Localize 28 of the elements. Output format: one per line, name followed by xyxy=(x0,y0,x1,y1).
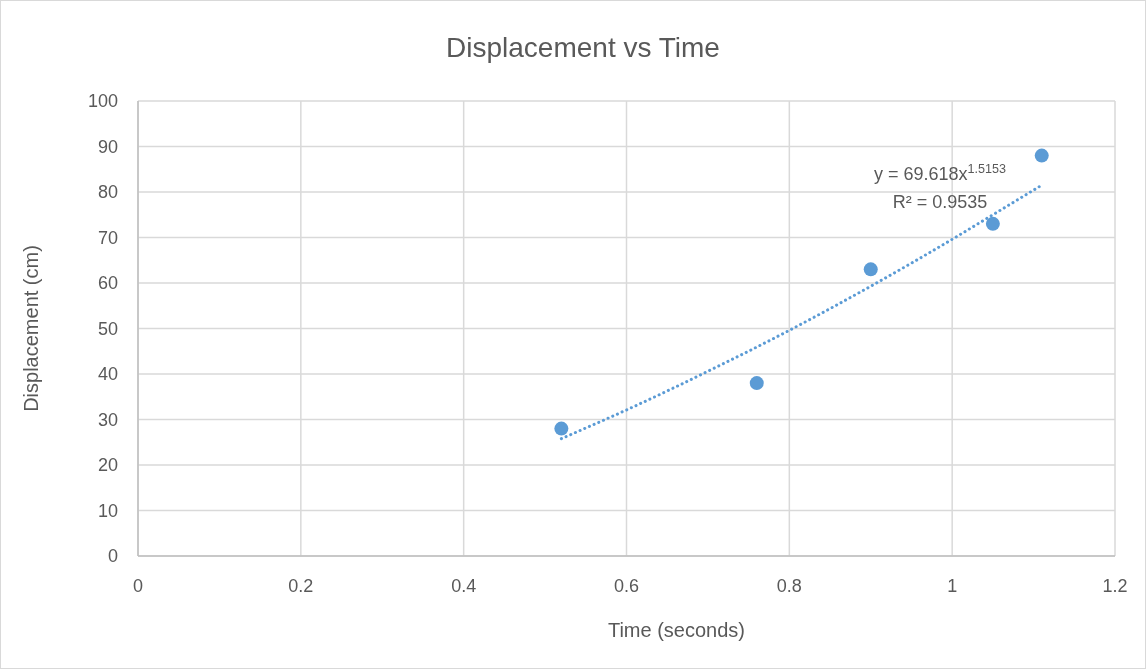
point xyxy=(749,376,764,391)
y-tick-label: 60 xyxy=(97,273,118,294)
x-tick-label: 0 xyxy=(132,576,144,596)
x-tick-label: 0.8 xyxy=(776,576,802,596)
y-tick-label: 30 xyxy=(97,409,118,430)
point xyxy=(554,421,569,436)
y-tick-label: 100 xyxy=(87,91,118,112)
y-tick-label: 50 xyxy=(97,318,118,339)
x-tick-label: 0.2 xyxy=(288,576,314,596)
point xyxy=(863,262,878,277)
y-tick-label: 40 xyxy=(97,364,118,385)
x-axis-title: Time (seconds) xyxy=(607,619,746,641)
point xyxy=(985,216,1000,231)
y-tick-label: 90 xyxy=(97,136,118,157)
y-tick-label: 70 xyxy=(97,227,118,248)
x-tick-label: 1.2 xyxy=(1102,576,1128,596)
x-tick-label: 0.4 xyxy=(451,576,477,596)
chart-title: Displacement vs Time xyxy=(446,32,720,63)
y-tick-label: 0 xyxy=(107,546,118,567)
y-tick-label: 80 xyxy=(97,182,118,203)
y-tick-label: 10 xyxy=(97,500,118,521)
annotation: y = 69.618x$^{1.5153}$ xyxy=(873,162,1007,184)
x-tick-label: 1 xyxy=(947,576,958,596)
annotation: R² = 0.9535 xyxy=(892,192,988,212)
y-tick-label: 20 xyxy=(97,455,118,476)
x-tick-label: 0.6 xyxy=(613,576,640,596)
point xyxy=(1034,148,1049,163)
y-axis-title: Displacement (cm) xyxy=(20,245,42,412)
